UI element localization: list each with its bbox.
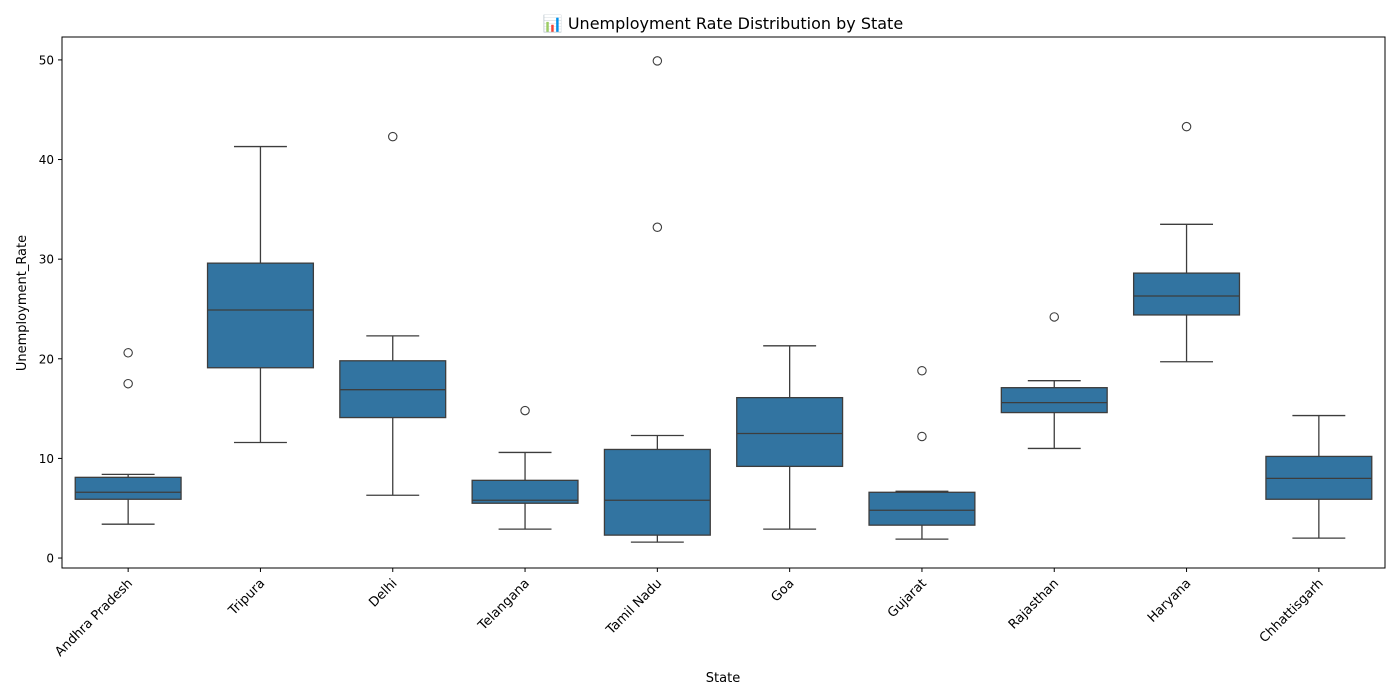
x-tick-label: Delhi — [366, 576, 400, 610]
box-group — [736, 345, 844, 530]
plot-frame — [61, 36, 1386, 569]
box-iqr — [1132, 272, 1241, 316]
y-tick-label: 40 — [39, 153, 54, 167]
box-iqr — [603, 448, 711, 536]
outlier-point — [387, 131, 398, 142]
box-group — [74, 348, 182, 525]
box-iqr — [736, 396, 844, 468]
outlier-point — [123, 378, 133, 389]
box-group — [603, 56, 711, 543]
chart-title: 📊 Unemployment Rate Distribution by Stat… — [543, 14, 903, 33]
x-tick-label: Rajasthan — [1006, 576, 1062, 632]
x-tick-label: Andhra Pradesh — [52, 576, 136, 660]
outlier-point — [917, 365, 927, 376]
x-tick-label: Tamil Nadu — [603, 576, 665, 638]
box-group — [339, 131, 447, 496]
x-tick-label: Telangana — [475, 576, 533, 634]
x-tick-label: Goa — [768, 576, 797, 605]
y-axis-label: Unemployment_Rate — [15, 235, 30, 371]
outlier-point — [652, 222, 663, 233]
outlier-point — [1049, 312, 1060, 322]
outlier-point — [123, 348, 133, 358]
box-group — [1265, 414, 1373, 539]
x-tick-label: Tripura — [225, 576, 268, 619]
y-tick-label: 30 — [39, 253, 54, 267]
y-tick-label: 20 — [39, 352, 54, 366]
box-iqr — [868, 491, 976, 526]
y-axis: 0 10 20 30 40 50 — [39, 53, 62, 566]
outlier-point — [1181, 121, 1192, 132]
box-group — [1132, 121, 1241, 363]
y-tick-label: 0 — [46, 552, 54, 566]
box-group — [206, 145, 315, 444]
outlier-point — [652, 56, 663, 66]
box-iqr — [1000, 387, 1108, 414]
y-tick-label: 50 — [39, 53, 54, 67]
x-tick-label: Haryana — [1145, 576, 1194, 625]
box-group — [1000, 312, 1108, 450]
box-group — [471, 405, 579, 530]
y-tick-label: 10 — [39, 452, 54, 466]
box-iqr — [74, 476, 182, 500]
outlier-point — [917, 431, 927, 442]
box-group — [868, 365, 976, 540]
box-iqr — [206, 262, 315, 369]
x-tick-label: Gujarat — [885, 576, 930, 621]
box-iqr — [471, 479, 579, 504]
x-axis-label: State — [706, 671, 740, 686]
x-tick-label: Chhattisgarh — [1257, 576, 1327, 646]
outlier-point — [520, 405, 530, 416]
x-axis: Andhra Pradesh Tripura Delhi Telangana Tamil… — [52, 568, 1327, 660]
boxes-layer — [74, 56, 1373, 543]
